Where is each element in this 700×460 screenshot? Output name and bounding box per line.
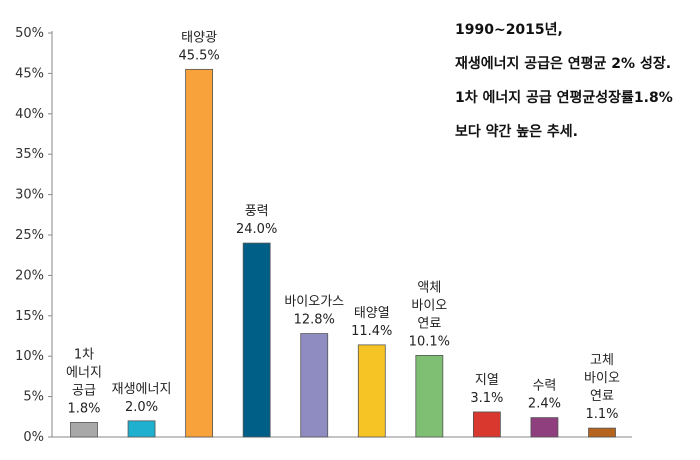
- bar-label: 지열: [475, 373, 499, 388]
- bars-group: [70, 68, 616, 438]
- y-tick-label: 20%: [15, 268, 44, 283]
- bar-label: 2.0%: [125, 400, 158, 415]
- bar-label: 45.5%: [178, 48, 219, 63]
- bar-label: 11.4%: [351, 324, 392, 339]
- bar: [185, 68, 214, 438]
- bar-label: 3.1%: [470, 391, 503, 406]
- bar-label: 바이오가스: [284, 295, 344, 310]
- bar: [588, 427, 616, 438]
- y-tick-label: 40%: [15, 107, 44, 122]
- bar: [300, 333, 329, 438]
- annotation-line: 1990~2015년,: [455, 22, 563, 38]
- bar-label: 24.0%: [236, 222, 277, 237]
- bar-label: 풍력: [245, 204, 269, 219]
- bar-label: 1.8%: [67, 401, 100, 416]
- y-tick-label: 15%: [15, 309, 44, 324]
- annotation-line: 재생에너지 공급은 연평균 2% 성장.: [455, 55, 671, 72]
- y-tick-label: 0%: [23, 430, 44, 445]
- bar-label: 연료: [417, 316, 441, 331]
- bar-label: 2.4%: [528, 397, 561, 412]
- bar-label: 고체: [590, 353, 614, 368]
- bar: [472, 411, 501, 438]
- y-tick-label: 50%: [15, 26, 44, 41]
- y-tick-label: 35%: [15, 147, 44, 162]
- bar-label: 액체: [417, 280, 441, 295]
- y-axis: 0% 5% 10% 15% 20% 25% 30% 35% 40% 45% 50%: [15, 26, 632, 445]
- bar: [242, 242, 271, 438]
- bar-label: 10.1%: [409, 334, 450, 349]
- bar: [530, 417, 559, 438]
- bar-label: 태양광: [181, 30, 217, 45]
- bar-label: 12.8%: [294, 313, 335, 328]
- annotation-group: 1990~2015년, 재생에너지 공급은 연평균 2% 성장. 1차 에너지 공급…: [455, 22, 673, 140]
- bar-label: 1.1%: [585, 407, 618, 422]
- y-tick-label: 5%: [23, 390, 44, 405]
- y-tick-label: 30%: [15, 188, 44, 203]
- bar-label: 재생에너지: [112, 382, 172, 397]
- bar: [70, 422, 98, 438]
- y-tick-label: 45%: [15, 66, 44, 81]
- annotation-line: 보다 약간 높은 추세.: [455, 123, 578, 140]
- bar: [357, 344, 386, 438]
- bar-label: 태양열: [354, 306, 390, 321]
- bar-label: 1차: [74, 347, 94, 362]
- annotation-line: 1차 에너지 공급 연평균성장률1.8%: [455, 89, 673, 106]
- bar-label: 연료: [590, 389, 614, 404]
- y-tick-label: 10%: [15, 349, 44, 364]
- bar: [415, 354, 444, 438]
- bar-label: 바이오: [411, 298, 447, 313]
- bar-label: 공급: [72, 383, 96, 398]
- bar-label: 바이오: [584, 371, 620, 386]
- bar-label: 에너지: [66, 365, 102, 380]
- bar: [127, 420, 156, 438]
- y-tick-label: 25%: [15, 228, 44, 243]
- bar-label: 수력: [532, 379, 556, 394]
